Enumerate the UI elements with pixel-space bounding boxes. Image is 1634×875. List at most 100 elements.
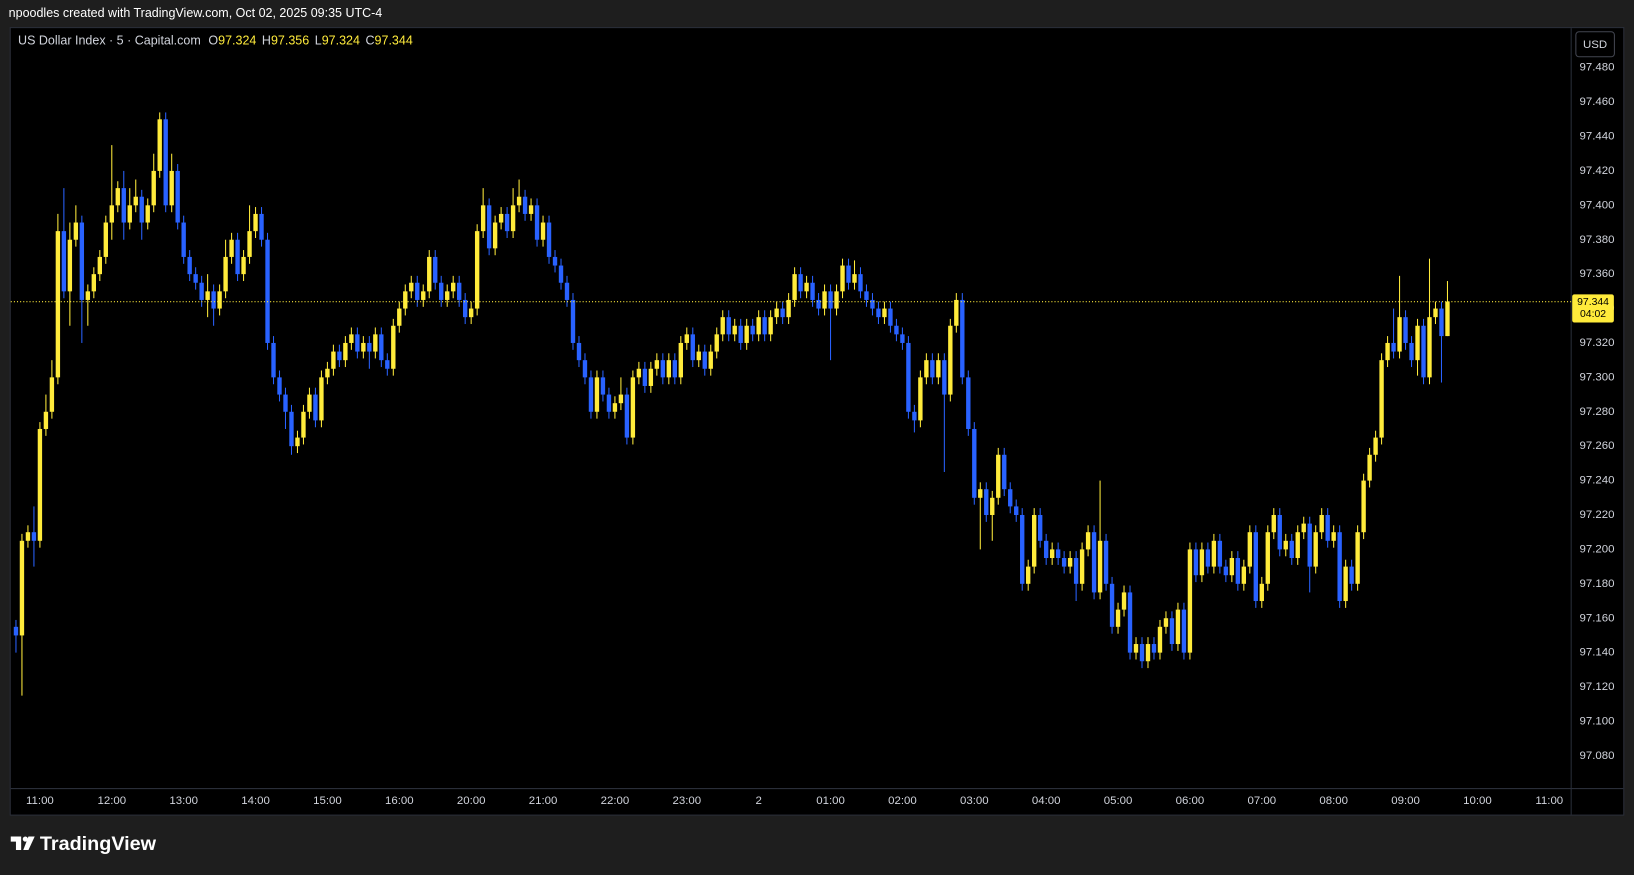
candle-body (546, 222, 552, 257)
candle-body (1091, 532, 1097, 593)
candle-body (307, 394, 312, 412)
candle-body (660, 360, 666, 378)
candle-body (462, 299, 468, 318)
candle-body (618, 394, 624, 404)
candle-body (1361, 480, 1366, 533)
candle-body (882, 308, 887, 318)
candle-body (852, 274, 857, 283)
candle-body (732, 325, 737, 335)
candle-body (864, 291, 869, 300)
candle-body (1223, 566, 1229, 576)
candle-body (570, 299, 576, 343)
candle-body (678, 342, 683, 378)
candle-body (1385, 342, 1390, 361)
candle-body (1193, 549, 1199, 576)
candle-body (1259, 583, 1264, 602)
candle-body (235, 239, 240, 275)
candle-body (373, 334, 378, 352)
candle-body (846, 265, 851, 283)
candle-body (720, 317, 725, 335)
candle-body (1008, 489, 1013, 507)
candle-body (145, 205, 150, 223)
candle-body (726, 317, 731, 335)
candle-body (409, 282, 414, 292)
candle-body (636, 368, 642, 378)
candle-body (1445, 301, 1450, 337)
x-tick-label: 09:00 (1391, 795, 1420, 807)
currency[interactable]: USD (1583, 39, 1607, 51)
x-tick-label: 22:00 (601, 795, 630, 807)
candle-body (1037, 514, 1043, 541)
candle-body (1085, 532, 1091, 550)
x-tick-label: 03:00 (960, 795, 989, 807)
candle-body (594, 377, 600, 412)
candle-body (1133, 644, 1139, 653)
candle-body (648, 368, 654, 386)
candle-body (918, 377, 923, 421)
candle-body (1205, 549, 1211, 567)
countdown: 04:02 (1580, 309, 1606, 320)
candle-body (55, 231, 61, 378)
candle-body (666, 360, 672, 378)
candle-body (822, 291, 827, 309)
x-tick-label: 08:00 (1319, 795, 1348, 807)
y-tick-label: 97.280 (1580, 406, 1615, 418)
candle-body (1337, 532, 1342, 602)
candle-body (906, 342, 911, 412)
candle-body (1235, 558, 1241, 584)
candle-body (259, 213, 264, 240)
candle-body (1139, 644, 1145, 662)
candle-body (1067, 558, 1073, 567)
candle-body (403, 291, 408, 309)
x-tick-label: 06:00 (1176, 795, 1205, 807)
candle-body (558, 265, 564, 283)
candle-body (337, 351, 342, 361)
candle-body (1145, 644, 1151, 662)
candle-body (319, 377, 324, 421)
x-tick-label: 14:00 (241, 795, 270, 807)
candle-body (522, 196, 528, 214)
candle-body (205, 291, 210, 300)
candle-body (283, 394, 288, 412)
candle-body (942, 360, 947, 395)
candle-body (19, 540, 25, 636)
currency-box[interactable] (1575, 31, 1615, 58)
candle-body (349, 334, 354, 343)
candle-body (738, 325, 743, 343)
candle-body (367, 342, 372, 352)
ohlc-value: 97.344 (375, 34, 413, 48)
candle-body (1187, 549, 1193, 653)
candle-body (612, 403, 618, 412)
candle-body (492, 222, 498, 249)
candle-body (894, 325, 899, 335)
candle-body (744, 325, 749, 343)
candle-body (343, 342, 348, 361)
candle-body (271, 342, 276, 378)
x-tick-label: 11:00 (1535, 795, 1563, 807)
candle-body (804, 282, 809, 292)
logo-mark (10, 836, 22, 850)
candle-body (1014, 506, 1019, 515)
brand-name: TradingView (40, 833, 157, 855)
candle-body (1403, 317, 1408, 343)
candle-body (157, 119, 162, 171)
candle-body (1181, 609, 1187, 653)
candle-body (43, 411, 49, 429)
candle-body (211, 291, 216, 309)
candle-body (421, 291, 426, 300)
candle-body (1397, 317, 1402, 352)
candle-body (169, 170, 174, 206)
candle-body (978, 489, 983, 498)
candle-body (708, 351, 713, 369)
candle-body (187, 256, 192, 275)
y-tick-label: 97.360 (1580, 268, 1615, 280)
candle-body (139, 196, 144, 223)
candle-body (361, 342, 366, 352)
candle-body (1002, 454, 1007, 490)
candle-body (397, 308, 402, 326)
candle-body (109, 205, 114, 223)
legend: US Dollar Index · 5 · Capital.com O97.32… (18, 34, 413, 48)
candle-body (1283, 540, 1288, 550)
candle-body (564, 282, 570, 300)
y-tick-label: 97.160 (1580, 612, 1615, 624)
